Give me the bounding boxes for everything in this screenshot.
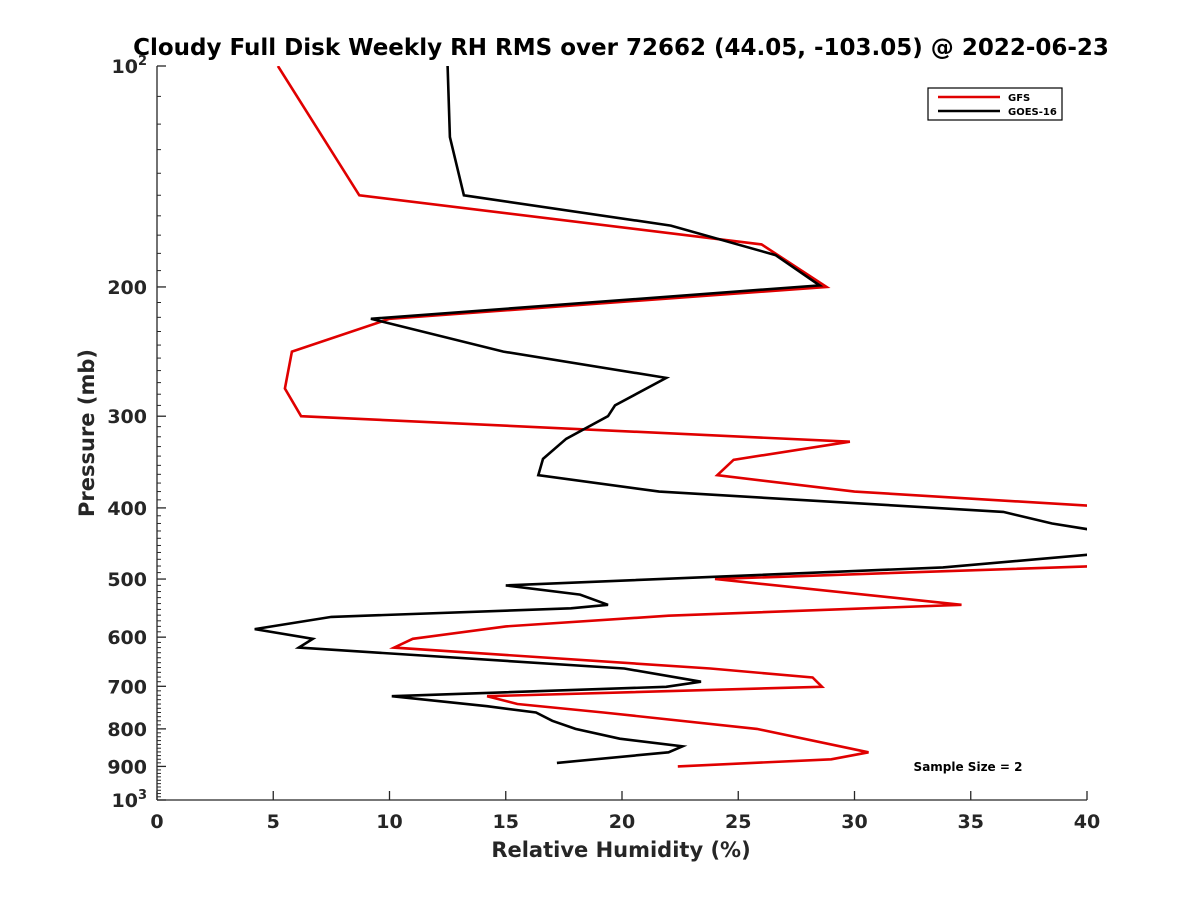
x-tick-label: 10 <box>376 811 402 833</box>
y-tick-label: 103 <box>112 788 148 812</box>
x-tick-label: 15 <box>493 811 519 833</box>
x-tick-label: 0 <box>150 811 163 833</box>
series-line-gfs <box>276 66 1087 768</box>
y-tick-label: 400 <box>107 498 147 520</box>
legend: GFS GOES-16 <box>927 87 1063 121</box>
plot-area: 0 5 10 15 20 25 30 35 40 102 200 300 400 500 600 700 800… <box>107 54 1100 833</box>
x-tick-label: 30 <box>841 811 867 833</box>
legend-label: GOES-16 <box>1008 107 1057 118</box>
x-tick-label: 35 <box>958 811 984 833</box>
y-tick-label: 300 <box>107 406 147 428</box>
chart-title: Cloudy Full Disk Weekly RH RMS over 7266… <box>133 35 1109 61</box>
y-tick-label: 700 <box>107 676 147 698</box>
legend-label: GFS <box>1008 93 1030 104</box>
y-tick-label: 102 <box>112 54 148 78</box>
y-tick-label: 900 <box>107 756 147 778</box>
y-tick-label: 500 <box>107 569 147 591</box>
series-line-goes-16 <box>254 66 1087 765</box>
x-tick-label: 5 <box>267 811 280 833</box>
x-axis-label: Relative Humidity (%) <box>491 838 750 862</box>
sample-size-annotation: Sample Size = 2 <box>914 760 1023 774</box>
x-tick-label: 25 <box>725 811 751 833</box>
y-tick-label: 600 <box>107 627 147 649</box>
legend-box <box>927 87 1063 121</box>
y-tick-label: 800 <box>107 719 147 741</box>
x-tick-label: 20 <box>609 811 635 833</box>
y-axis-label: Pressure (mb) <box>75 349 99 517</box>
y-tick-label: 200 <box>107 277 147 299</box>
x-tick-label: 40 <box>1074 811 1100 833</box>
